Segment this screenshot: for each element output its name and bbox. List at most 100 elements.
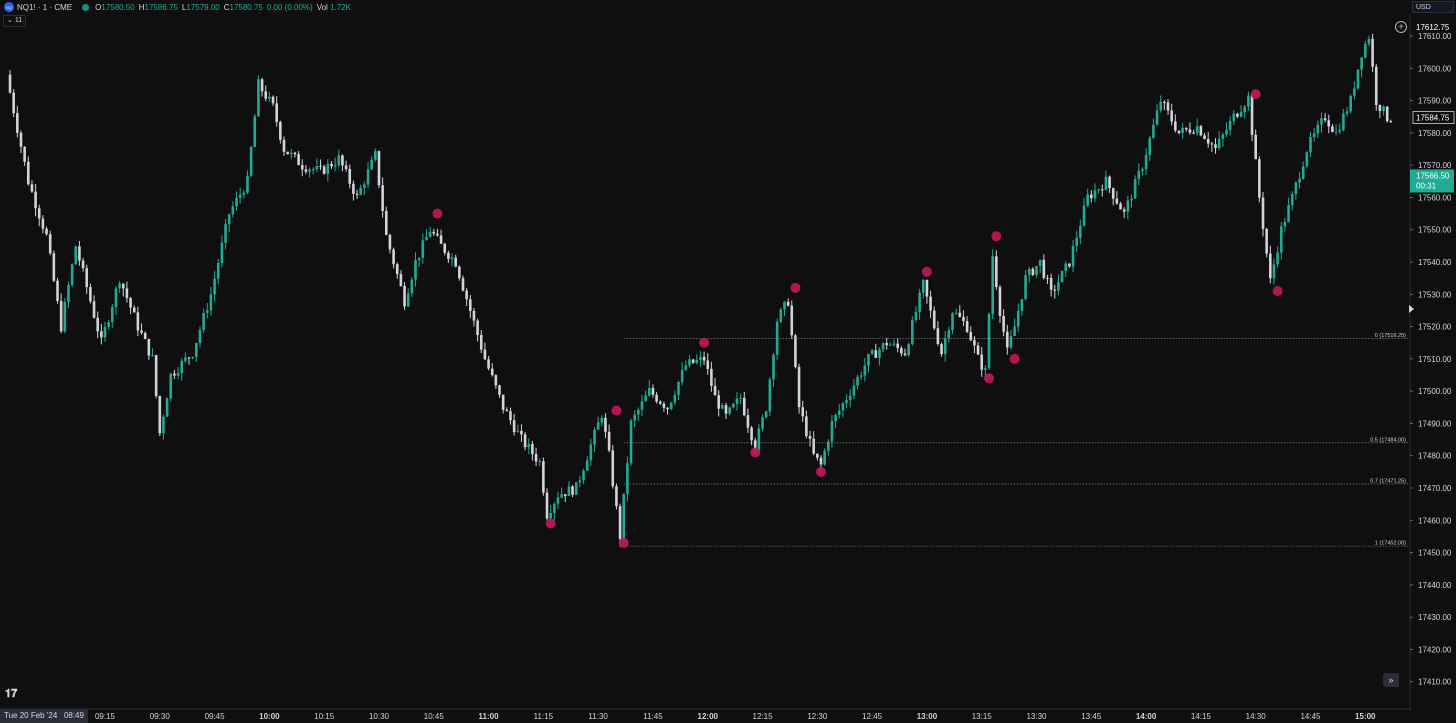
candle <box>826 439 830 456</box>
candle <box>235 191 238 211</box>
candle <box>23 146 26 166</box>
currency-button[interactable]: USD <box>1412 1 1454 13</box>
candle <box>1090 189 1093 203</box>
candle <box>121 282 125 297</box>
candle <box>1108 175 1111 193</box>
candle <box>12 89 15 118</box>
candle <box>319 159 322 170</box>
candle <box>1269 245 1272 284</box>
time-tick-label: 11:00 <box>479 712 500 721</box>
candle <box>311 167 315 175</box>
candle <box>67 281 70 309</box>
candle <box>1049 273 1053 297</box>
candle <box>136 306 140 337</box>
candle <box>85 264 89 294</box>
candle <box>428 226 432 238</box>
candle <box>41 215 45 234</box>
candle <box>143 331 147 340</box>
candle <box>574 482 578 495</box>
candle <box>823 448 826 466</box>
candle <box>439 229 443 244</box>
add-plus-icon[interactable]: + <box>1395 21 1407 33</box>
price-axis[interactable]: 17610.00 17600.00 17590.00 17580.00 17570.00… <box>1409 14 1455 710</box>
candle <box>542 457 545 496</box>
time-tick-label: 11:30 <box>588 712 608 721</box>
candle <box>1013 318 1016 337</box>
candle <box>191 356 194 360</box>
candle <box>209 286 213 316</box>
candle <box>680 362 684 386</box>
symbol-header: NQ NQ1! · 1 · CME O17580.50 H17586.75 L1… <box>0 0 1410 14</box>
time-tick-label: 14:45 <box>1300 712 1321 721</box>
candle <box>304 165 308 175</box>
candle <box>487 355 490 371</box>
candle <box>1254 129 1257 160</box>
candle <box>268 91 271 102</box>
candle <box>326 159 330 182</box>
time-tick-label: 10:15 <box>314 712 335 721</box>
fib-level-label: 1 (17452.00) <box>1375 541 1406 547</box>
candle <box>1163 100 1166 110</box>
candle <box>1031 267 1035 277</box>
symbol-title[interactable]: NQ1! · 1 · CME <box>17 2 73 12</box>
candle <box>1097 188 1100 194</box>
candle <box>626 456 629 502</box>
candle <box>859 371 863 381</box>
candle <box>669 401 673 411</box>
candle <box>805 410 808 439</box>
candle <box>1389 119 1393 124</box>
candle <box>425 229 428 241</box>
price-tick-label: 17410.00 <box>1418 678 1452 687</box>
current-price-box <box>1412 111 1455 124</box>
time-tick-label: 12:30 <box>807 712 828 721</box>
time-axis[interactable]: 09:15 09:30 09:45 10:00 10:15 10:30 10:45 11:00… <box>0 708 1410 721</box>
candle <box>958 305 962 318</box>
candle <box>26 156 30 186</box>
price-tick-label: 17480.00 <box>1418 452 1452 461</box>
swing-point-marker <box>432 208 443 219</box>
candle <box>443 242 447 256</box>
candle <box>1367 35 1371 47</box>
candle <box>699 351 702 367</box>
candle <box>63 298 67 334</box>
candle <box>158 395 162 437</box>
swing-point-marker <box>991 231 1002 242</box>
candle <box>954 308 958 315</box>
candle <box>732 402 735 409</box>
swing-point-marker <box>699 337 710 348</box>
price-tick-label: 17500.00 <box>1418 387 1452 396</box>
candle <box>783 301 786 317</box>
candle <box>786 298 790 307</box>
candle <box>184 352 187 364</box>
fib-retracement[interactable]: 0 (17516.25) 0.5 (17484.00) 0.7 (17471.25)… <box>623 333 1408 547</box>
candle <box>969 326 973 342</box>
market-status-icon[interactable] <box>82 3 90 11</box>
swing-point-marker <box>790 282 801 293</box>
candle <box>1334 124 1338 136</box>
scroll-to-realtime-button[interactable]: » <box>1383 673 1399 687</box>
candle <box>344 160 348 172</box>
candle <box>772 352 775 388</box>
time-tick-label: 09:45 <box>205 712 226 721</box>
candle <box>794 334 797 369</box>
swing-point-marker <box>1272 286 1283 297</box>
candle <box>103 321 107 342</box>
candle <box>545 488 549 521</box>
time-tick-label: 10:30 <box>369 712 390 721</box>
indicators-toggle-button[interactable]: ⌄ 11 <box>3 15 27 27</box>
candle <box>308 167 311 178</box>
candle <box>1360 57 1363 78</box>
ohlc-close: C17580.75 <box>223 2 263 12</box>
candle <box>582 468 585 485</box>
candle <box>914 306 918 323</box>
candle <box>1181 123 1184 139</box>
candle <box>797 363 801 414</box>
candle <box>100 323 103 345</box>
candle <box>490 362 494 377</box>
candle <box>388 233 392 254</box>
candle <box>1232 109 1236 126</box>
candle <box>1195 118 1199 136</box>
candle <box>896 338 900 353</box>
